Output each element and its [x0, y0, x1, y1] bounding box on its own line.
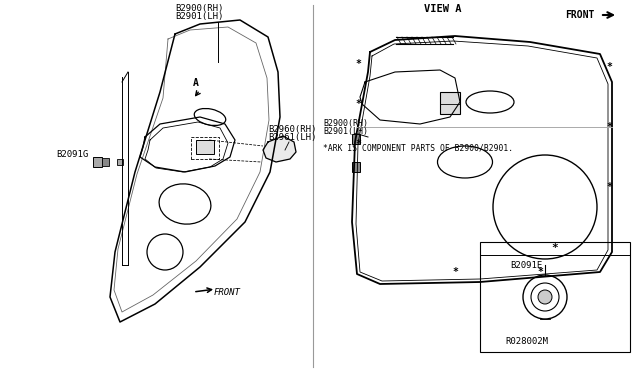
Bar: [352, 162, 360, 172]
Bar: [191, 137, 219, 159]
Text: *: *: [355, 59, 361, 69]
Text: B2091E: B2091E: [510, 261, 542, 270]
Text: *: *: [606, 62, 612, 72]
Polygon shape: [263, 136, 296, 162]
Bar: [102, 158, 109, 166]
Text: *: *: [355, 139, 361, 149]
Text: *: *: [537, 267, 543, 277]
Bar: [196, 140, 214, 154]
Bar: [352, 134, 360, 144]
Text: FRONT: FRONT: [565, 10, 595, 20]
Text: B2961(LH): B2961(LH): [268, 133, 316, 142]
Text: B2960(RH): B2960(RH): [268, 125, 316, 134]
Text: VIEW A: VIEW A: [424, 4, 461, 14]
Text: B2901(LH): B2901(LH): [323, 127, 368, 136]
Text: *: *: [452, 267, 458, 277]
Circle shape: [538, 290, 552, 304]
Text: B2900(RH): B2900(RH): [323, 119, 368, 128]
Text: *ARK IS COMPONENT PARTS OF B2900/B2901.: *ARK IS COMPONENT PARTS OF B2900/B2901.: [323, 143, 513, 152]
Text: R028002M: R028002M: [505, 337, 548, 346]
Bar: [440, 92, 460, 114]
Text: B2900(RH): B2900(RH): [175, 4, 223, 13]
Bar: [480, 242, 630, 352]
Bar: [93, 157, 102, 167]
Text: B2901(LH): B2901(LH): [175, 12, 223, 21]
Text: *: *: [355, 99, 361, 109]
Text: *: *: [606, 182, 612, 192]
Text: B2091G: B2091G: [56, 150, 88, 159]
Text: *: *: [606, 122, 612, 132]
Text: *: *: [552, 243, 558, 253]
Text: FRONT: FRONT: [214, 288, 241, 297]
Text: A: A: [193, 78, 199, 88]
Bar: [117, 159, 123, 165]
